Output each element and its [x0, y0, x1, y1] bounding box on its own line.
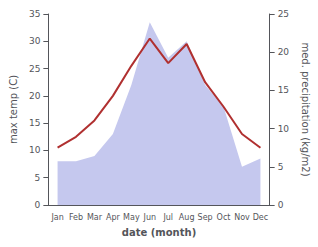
svg-text:max temp (C): max temp (C) — [8, 75, 19, 144]
svg-text:15: 15 — [29, 118, 40, 128]
svg-text:Jun: Jun — [143, 213, 157, 222]
svg-text:0: 0 — [278, 200, 284, 210]
svg-text:date (month): date (month) — [122, 227, 196, 238]
svg-text:20: 20 — [29, 91, 41, 101]
svg-text:10: 10 — [278, 124, 290, 134]
svg-text:25: 25 — [278, 9, 289, 19]
svg-text:Sep: Sep — [198, 213, 213, 222]
svg-text:0: 0 — [35, 200, 41, 210]
svg-text:Oct: Oct — [217, 213, 231, 222]
svg-text:Jul: Jul — [162, 213, 173, 222]
svg-text:15: 15 — [278, 85, 289, 95]
svg-text:35: 35 — [29, 9, 40, 19]
svg-text:5: 5 — [278, 162, 284, 172]
svg-text:30: 30 — [29, 36, 41, 46]
svg-text:5: 5 — [35, 173, 41, 183]
svg-text:Aug: Aug — [179, 213, 195, 222]
svg-text:May: May — [123, 213, 140, 222]
svg-text:20: 20 — [278, 47, 290, 57]
svg-text:25: 25 — [29, 64, 40, 74]
svg-text:10: 10 — [29, 145, 41, 155]
svg-text:Dec: Dec — [253, 213, 268, 222]
svg-text:Nov: Nov — [234, 213, 250, 222]
svg-text:Jan: Jan — [50, 213, 63, 222]
svg-text:Mar: Mar — [87, 213, 103, 222]
svg-text:med. precipitation (kg/m2): med. precipitation (kg/m2) — [300, 42, 311, 176]
svg-text:Feb: Feb — [69, 213, 83, 222]
svg-text:Apr: Apr — [106, 213, 121, 222]
